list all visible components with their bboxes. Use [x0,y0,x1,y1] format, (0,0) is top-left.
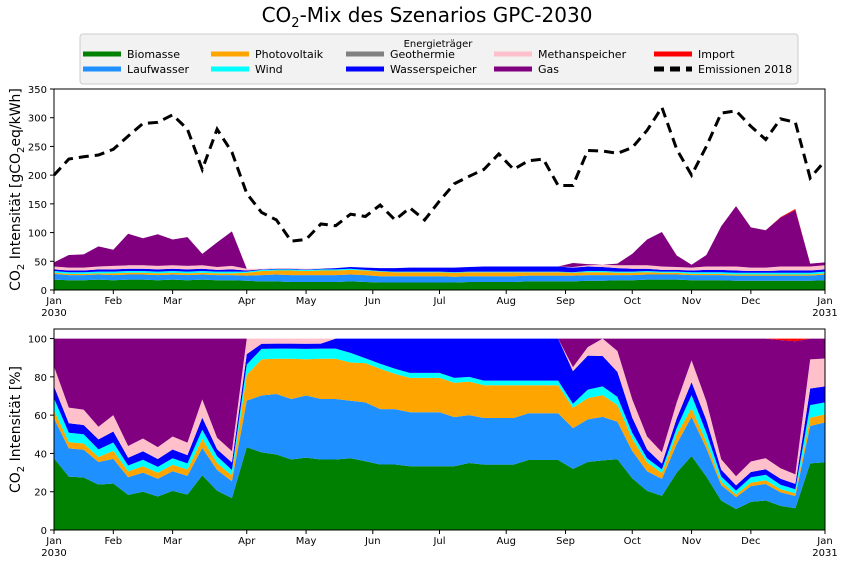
y-tick-label: 0 [41,526,47,537]
x-tick-label: May [296,536,317,547]
x-tick-label: Jun [364,296,381,307]
x-tick-label: Mar [163,296,183,307]
legend-box [79,33,799,85]
area-methanspeicher [54,264,825,272]
y-tick-label: 100 [28,229,47,240]
legend-item: Emissionen 2018 [654,63,792,76]
x-tick-label: Dec [741,536,760,547]
area-wasserspeicher [54,266,825,273]
pct-area-biomasse [54,447,825,530]
x-tick-label: Aug [496,536,516,547]
y-tick-label: 250 [28,142,47,153]
area-biomasse [54,279,825,290]
chart-title: CO2-Mix des Szenarios GPC-2030 [262,3,593,31]
legend-item: Methanspeicher [494,48,627,61]
legend-label: Wind [255,63,283,76]
x-tick-label: Feb [104,536,122,547]
legend-label: Photovoltaik [255,48,324,61]
pct-area-methanspeicher [54,338,825,486]
x-tick-year-label: 2031 [812,548,837,559]
legend-item: Photovoltaik [211,48,324,61]
legend-label: Geothermie [390,48,455,61]
x-tick-label: Jan [816,296,832,307]
x-tick-year-label: 2031 [812,308,837,319]
x-tick-label: Oct [624,296,641,307]
area-laufwasser [54,273,825,283]
y-tick-label: 300 [28,114,47,125]
legend-label: Import [698,48,735,61]
x-tick-label: Mar [163,536,183,547]
x-tick-label: May [296,296,317,307]
y-tick-label: 350 [28,85,47,96]
legend-item: Geothermie [346,48,455,61]
x-tick-label: Jul [432,296,445,307]
legend-item: Laufwasser [83,63,189,76]
y-tick-label: 50 [34,257,47,268]
legend-item: Wind [211,63,283,76]
x-tick-label: Oct [624,536,641,547]
legend-item: Wasserspeicher [346,63,477,76]
x-tick-label: Jan [45,296,61,307]
y-axis-label: CO2 Intensität [%] [8,366,27,493]
plot-frame [53,88,826,291]
legend: Energieträger Biomasse Laufwasser Photovol… [79,33,799,85]
x-tick-label: Apr [238,536,256,547]
legend-item: Gas [494,63,559,76]
y-tick-label: 40 [34,449,47,460]
legend-label: Wasserspeicher [390,63,477,76]
pct-area-laufwasser [54,393,825,510]
x-tick-label: Jan [45,536,61,547]
x-tick-year-label: 2030 [41,308,66,319]
pct-area-wasserspeicher [54,338,825,491]
legend-label: Laufwasser [127,63,189,76]
x-tick-label: Jun [364,536,381,547]
x-tick-label: Feb [104,296,122,307]
legend-label: Emissionen 2018 [698,63,792,76]
x-tick-label: Nov [682,296,702,307]
y-tick-label: 0 [41,286,47,297]
y-tick-label: 100 [28,335,47,346]
x-tick-label: Jul [432,536,445,547]
y-tick-label: 20 [34,488,47,499]
x-tick-year-label: 2030 [41,548,66,559]
legend-label: Biomasse [127,48,180,61]
x-tick-label: Apr [238,296,256,307]
x-tick-label: Sep [556,536,575,547]
y-tick-label: 200 [28,171,47,182]
pct-area-wind [54,348,825,495]
y-tick-label: 150 [28,200,47,211]
x-tick-label: Jan [816,536,832,547]
y-axis-label: CO2 Intensität [gCO2eq/kWh] [8,88,27,291]
y-tick-label: 80 [34,373,47,384]
area-photovoltaik [54,269,825,277]
legend-label: Gas [538,63,559,76]
legend-item: Biomasse [83,48,180,61]
legend-item: Import [654,48,735,61]
x-tick-label: Sep [556,296,575,307]
x-tick-label: Dec [741,296,760,307]
plot-frame [53,328,826,531]
y-tick-label: 60 [34,411,47,422]
pct-area-photovoltaik [54,358,825,498]
area-gas [54,206,825,269]
emissions-2018-line [52,104,827,243]
legend-label: Methanspeicher [538,48,627,61]
pct-area-gas [54,338,825,477]
x-tick-label: Aug [496,296,516,307]
legend-title: Energieträger [404,39,474,50]
x-tick-label: Nov [682,536,702,547]
